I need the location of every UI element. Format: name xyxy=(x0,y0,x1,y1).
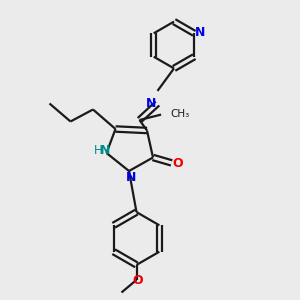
Text: H: H xyxy=(94,143,103,157)
Text: O: O xyxy=(172,157,183,170)
Text: O: O xyxy=(132,274,143,287)
Text: N: N xyxy=(194,26,205,39)
Text: N: N xyxy=(100,143,110,157)
Text: N: N xyxy=(126,171,136,184)
Text: CH₃: CH₃ xyxy=(171,109,190,119)
Text: N: N xyxy=(146,97,156,110)
